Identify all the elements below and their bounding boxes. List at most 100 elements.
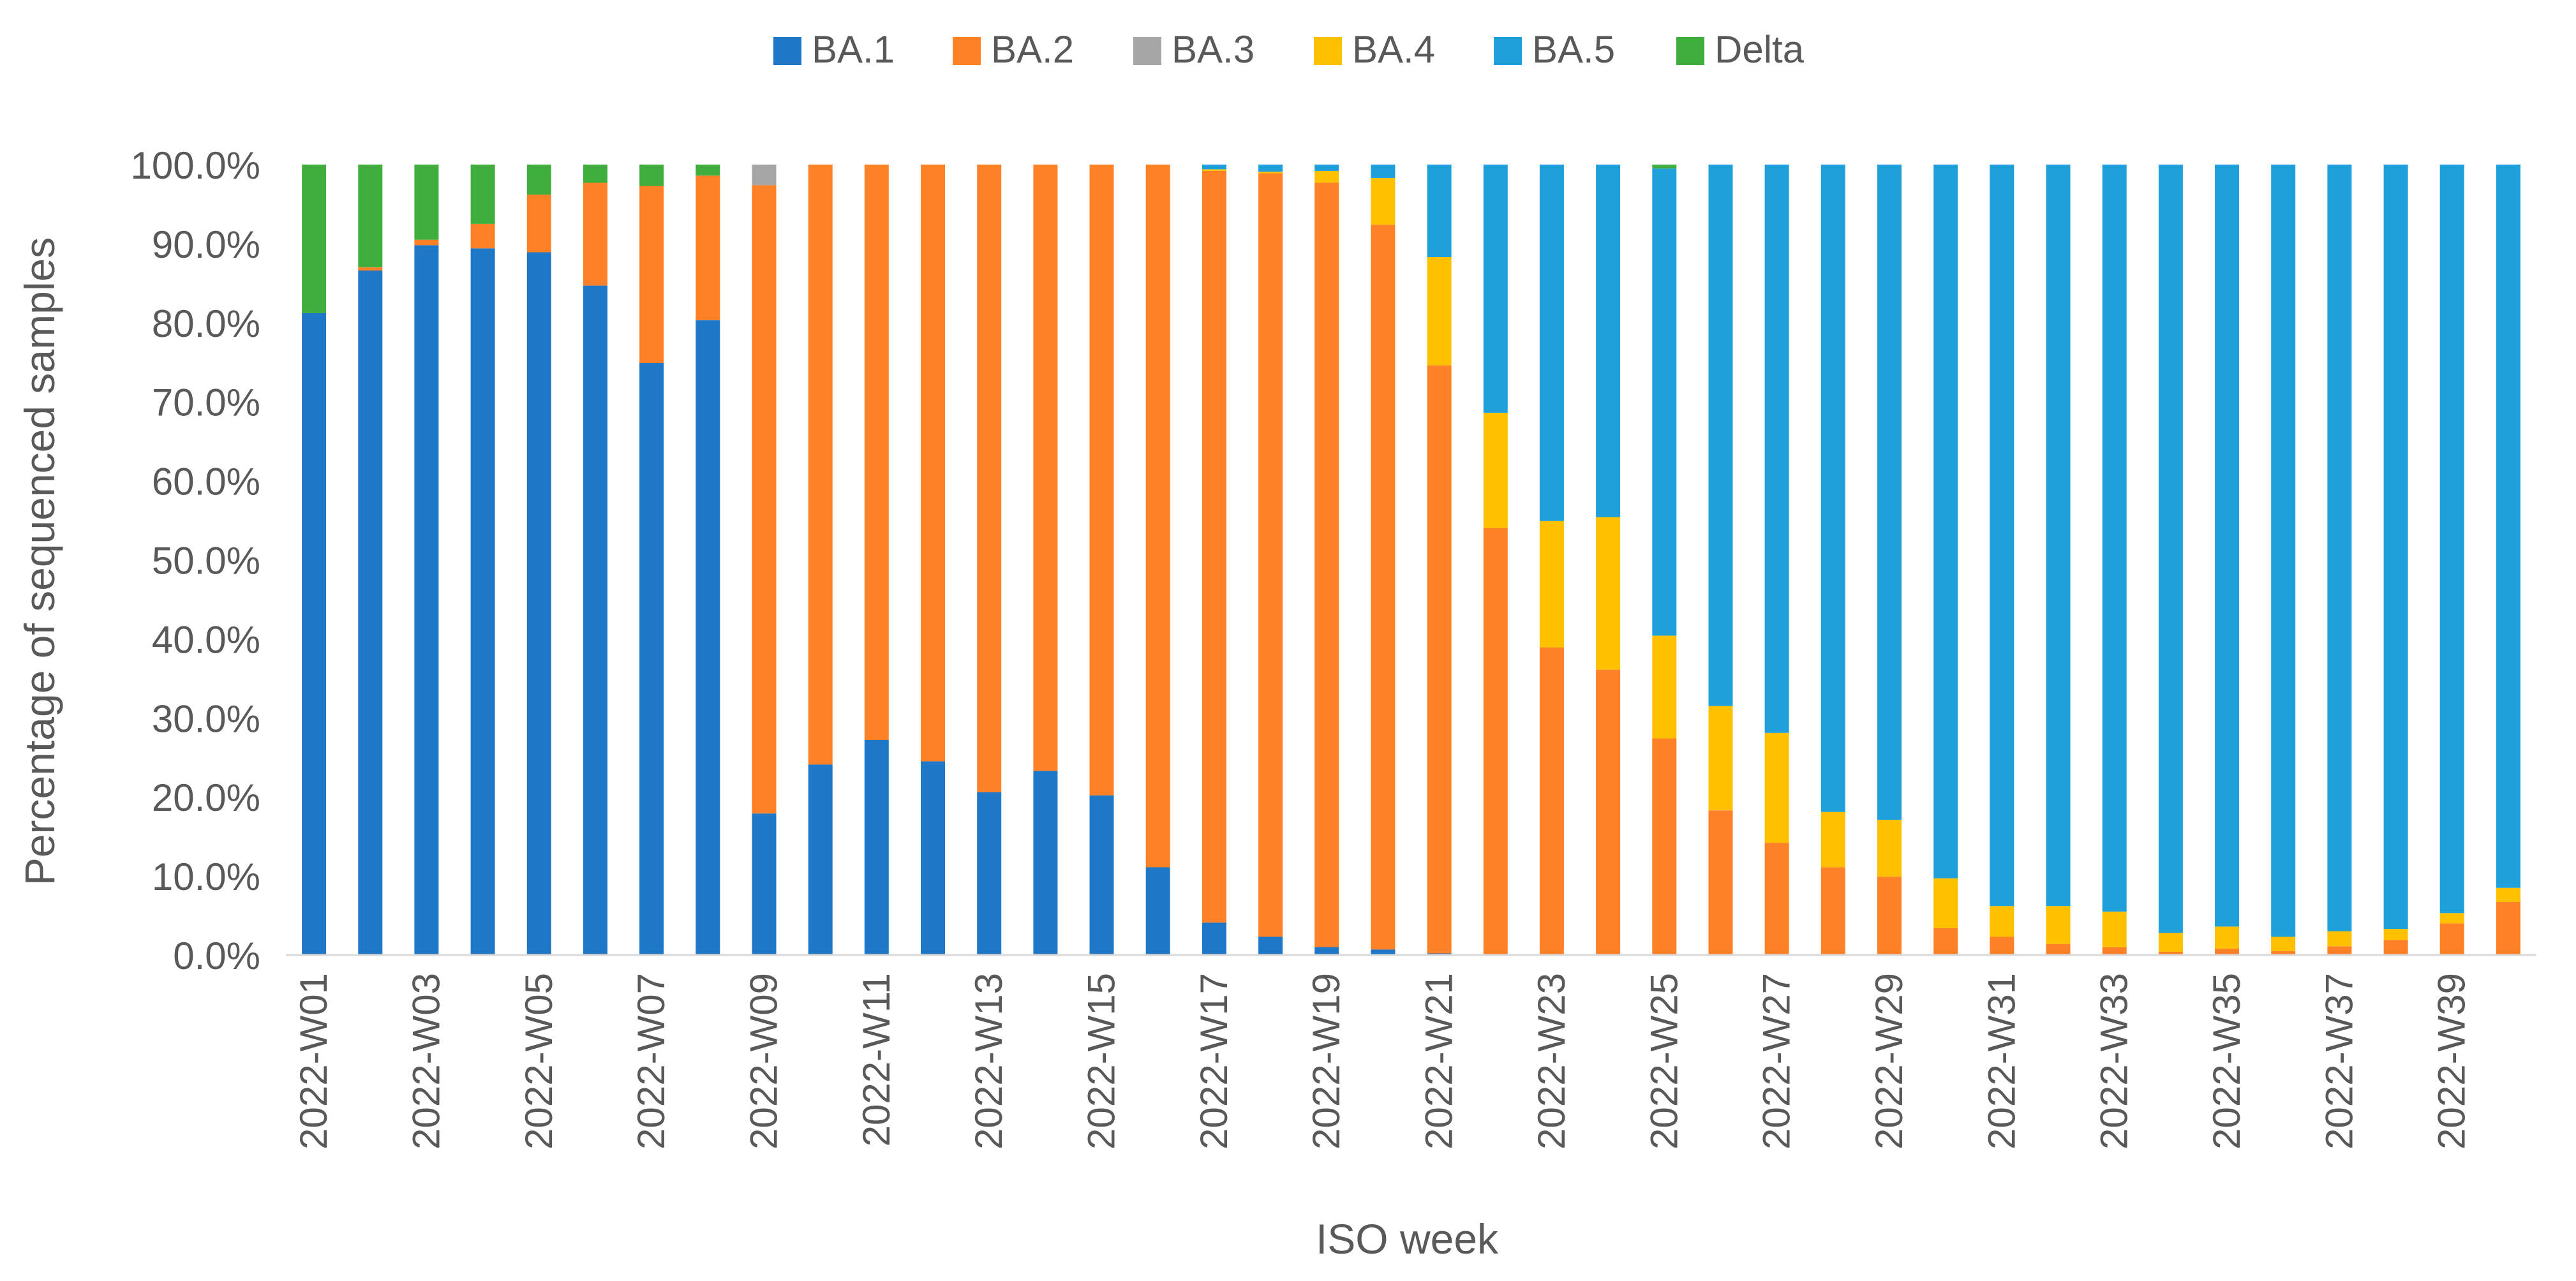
bar-stack-2022-W09 [752,165,777,955]
bar-ba5-2022-W26 [1708,165,1733,706]
bar-ba5-2022-W36 [2271,165,2296,937]
bar-ba2-2022-W34 [2158,952,2183,955]
x-tick-label: 2022-W25 [1642,973,1685,1150]
x-tick-label: 2022-W01 [292,973,335,1150]
bar-stack-2022-W13 [977,165,1002,955]
bar-stack-2022-W39 [2439,165,2464,955]
bar-ba5-2022-W19 [1314,165,1339,171]
bar-ba2-2022-W11 [864,165,889,740]
bar-delta-2022-W08 [696,165,720,176]
bar-ba5-2022-W23 [1539,165,1564,521]
x-tick-label: 2022-W09 [743,973,785,1150]
bar-ba2-2022-W17 [1202,170,1226,923]
bar-ba1-2022-W12 [921,761,945,955]
bar-ba2-2022-W39 [2439,923,2464,955]
bar-delta-2022-W06 [583,165,607,183]
bar-ba4-2022-W21 [1427,257,1452,366]
bar-delta-2022-W03 [414,165,439,240]
bar-ba5-2022-W28 [1820,165,1845,812]
y-tick-label: 100.0% [131,144,261,187]
bar-ba4-2022-W33 [2102,911,2127,947]
bar-stack-2022-W21 [1427,165,1452,955]
bar-ba5-2022-W37 [2327,165,2352,931]
bar-delta-2022-W25 [1652,165,1677,169]
legend-label: BA.5 [1532,28,1615,71]
y-tick-label: 50.0% [152,540,260,582]
bar-ba4-2022-W38 [2383,929,2408,940]
bar-ba1-2022-W14 [1033,771,1058,955]
bar-ba4-2022-W19 [1314,170,1339,183]
bar-stack-2022-W38 [2383,165,2408,955]
bar-ba1-2022-W08 [696,320,720,956]
bar-ba5-2022-W40 [2496,165,2520,888]
bar-ba4-2022-W37 [2327,931,2352,947]
legend-swatch [1314,37,1342,65]
bar-stack-2022-W15 [1089,165,1114,955]
bar-ba1-2022-W09 [752,813,777,955]
bar-stack-2022-W08 [696,165,720,956]
bar-delta-2022-W02 [358,165,383,268]
bar-ba4-2022-W17 [1202,169,1226,171]
legend-item-delta: Delta [1676,28,1805,71]
bar-stack-2022-W07 [639,165,664,955]
y-tick-label: 70.0% [152,381,260,424]
bar-ba1-2022-W18 [1258,937,1283,955]
bar-ba1-2022-W02 [358,270,383,955]
bar-stack-2022-W18 [1258,165,1283,955]
bar-stack-2022-W33 [2102,165,2127,955]
bar-ba2-2022-W05 [526,195,551,253]
bar-ba5-2022-W17 [1202,165,1226,170]
bar-ba1-2022-W05 [526,252,551,955]
bar-ba2-2022-W12 [921,165,945,762]
x-tick-label: 2022-W05 [517,973,560,1150]
bar-ba2-2022-W06 [583,182,607,286]
bar-ba1-2022-W06 [583,285,607,956]
bar-stack-2022-W10 [808,165,833,955]
bar-ba4-2022-W22 [1483,413,1508,528]
bar-ba5-2022-W38 [2383,165,2408,929]
bar-ba2-2022-W19 [1314,182,1339,947]
bar-ba4-2022-W31 [1990,906,2014,937]
x-tick-label: 2022-W15 [1080,973,1123,1150]
bar-ba1-2022-W04 [470,248,495,955]
bar-ba2-2022-W38 [2383,940,2408,955]
bar-stack-2022-W37 [2327,165,2352,955]
legend: BA.1 BA.2 BA.3 BA.4 BA.5 Delta [773,28,1805,71]
bar-delta-2022-W05 [526,165,551,195]
y-tick-label: 60.0% [152,461,260,503]
legend-swatch [773,37,801,65]
bar-ba5-2022-W34 [2158,165,2183,933]
x-tick-label: 2022-W39 [2431,973,2473,1150]
bar-ba5-2022-W33 [2102,165,2127,912]
bar-stack-2022-W05 [526,165,551,955]
bar-stack-2022-W06 [583,165,607,956]
bar-stack-2022-W22 [1483,165,1508,955]
bar-delta-2022-W07 [639,165,664,186]
bar-stack-2022-W04 [470,165,495,955]
x-tick-label: 2022-W11 [855,973,898,1146]
bar-ba5-2022-W27 [1764,165,1789,733]
bar-ba2-2022-W08 [696,175,720,320]
x-tick-label: 2022-W13 [967,973,1010,1150]
bar-ba2-2022-W28 [1820,867,1845,955]
bar-ba5-2022-W21 [1427,165,1452,257]
bar-ba4-2022-W23 [1539,521,1564,648]
legend-swatch [1133,37,1161,65]
y-tick-label: 40.0% [152,618,260,661]
legend-item-ba2: BA.2 [953,28,1074,71]
y-tick-label: 20.0% [152,776,260,819]
bar-ba2-2022-W20 [1371,225,1396,950]
bar-ba2-2022-W09 [752,185,777,814]
bar-ba4-2022-W25 [1652,635,1677,739]
bar-ba1-2022-W01 [302,313,327,955]
bar-stack-2022-W11 [864,165,889,955]
bar-ba2-2022-W23 [1539,648,1564,955]
y-tick-label: 80.0% [152,302,260,345]
y-axis: 0.0% 10.0% 20.0% 30.0% 40.0% 50.0% 60.0% 70.0% 8… [131,144,261,977]
x-tick-label: 2022-W07 [630,973,673,1150]
bar-stack-2022-W26 [1708,165,1733,955]
bar-stack-2022-W31 [1990,165,2014,955]
legend-swatch [953,37,981,65]
bar-ba2-2022-W37 [2327,946,2352,955]
